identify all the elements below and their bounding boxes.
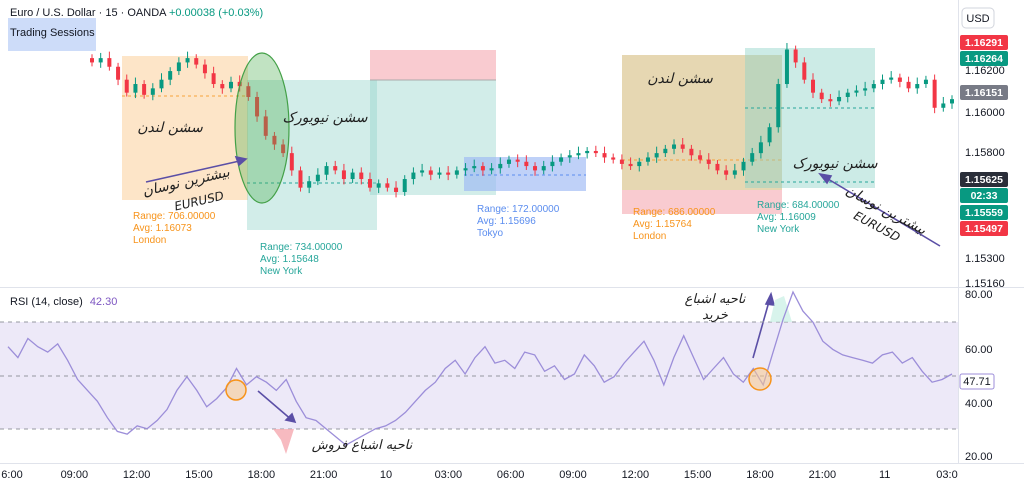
rsi-circle-1 xyxy=(226,380,246,400)
svg-text:1.16264: 1.16264 xyxy=(965,53,1003,65)
rsi-oversold-fill xyxy=(273,429,294,454)
annotation-oversold: ناحیه اشباع فروش xyxy=(312,438,413,453)
time-tick: 18:00 xyxy=(248,469,276,481)
time-tick: 15:00 xyxy=(185,469,213,481)
annotation-london-2: سشن لندن xyxy=(647,71,713,87)
price-badge: 1.15497 xyxy=(960,221,1008,236)
svg-text:1.16151: 1.16151 xyxy=(965,87,1003,99)
rsi-legend[interactable]: RSI (14, close) 42.30 xyxy=(10,296,117,308)
annotation-london-1: سشن لندن xyxy=(137,120,203,136)
svg-text:1.15625: 1.15625 xyxy=(965,174,1003,186)
svg-text:1.16291: 1.16291 xyxy=(965,37,1003,49)
svg-text:40.00: 40.00 xyxy=(965,398,993,410)
svg-text:1.16000: 1.16000 xyxy=(965,107,1005,119)
price-badge: 1.16264 xyxy=(960,51,1008,66)
time-tick: 21:00 xyxy=(310,469,338,481)
price-badge: 1.16291 xyxy=(960,35,1008,50)
rsi-band xyxy=(0,322,958,429)
time-tick: 21:00 xyxy=(809,469,837,481)
arrow-4-head xyxy=(766,294,774,305)
annotation-newyork-1: سشن نیویورک xyxy=(282,110,367,126)
annotation-newyork-2: سشن نیویورک xyxy=(792,156,877,172)
london-box-pre xyxy=(370,50,496,80)
annotation-overbought-a: ناحیه اشباع xyxy=(685,292,746,307)
time-tick: 11 xyxy=(879,469,890,481)
candle xyxy=(933,75,937,114)
svg-text:1.15300: 1.15300 xyxy=(965,253,1005,265)
time-tick: 15:00 xyxy=(684,469,712,481)
svg-text:60.00: 60.00 xyxy=(965,344,993,356)
annotation-overbought-b: خرید xyxy=(702,308,729,323)
price-badge: 1.15559 xyxy=(960,205,1008,220)
time-tick: 06:00 xyxy=(497,469,525,481)
volatility-lasso xyxy=(235,53,289,203)
time-tick: 12:00 xyxy=(123,469,151,481)
time-tick: 12:00 xyxy=(622,469,650,481)
rsi-current-badge-text: 47.71 xyxy=(963,376,991,388)
time-axis[interactable]: 6:00 09:00 12:00 15:00 18:00 21:00 10 03:00 06:0… xyxy=(1,469,957,481)
time-tick: 09:00 xyxy=(61,469,89,481)
time-tick: 09:00 xyxy=(559,469,587,481)
svg-text:20.00: 20.00 xyxy=(965,451,993,463)
price-badge: 1.15625 xyxy=(960,172,1008,187)
candle xyxy=(776,79,780,133)
price-badge: 02:33 xyxy=(960,188,1008,203)
time-tick: 03:00 xyxy=(435,469,463,481)
svg-text:1.15800: 1.15800 xyxy=(965,147,1005,159)
rsi-circle-2 xyxy=(749,368,771,390)
time-tick: 18:00 xyxy=(746,469,774,481)
svg-text:1.15559: 1.15559 xyxy=(965,207,1003,219)
indicator-legend[interactable]: Trading Sessions xyxy=(10,27,95,39)
candle xyxy=(785,43,789,88)
symbol-legend[interactable]: Euro / U.S. Dollar · 15 · OANDA +0.00038… xyxy=(10,7,263,19)
time-tick: 10 xyxy=(380,469,392,481)
svg-text:80.00: 80.00 xyxy=(965,289,993,301)
time-tick: 6:00 xyxy=(1,469,22,481)
price-badge: 1.16151 xyxy=(960,85,1008,100)
time-tick: 03:0 xyxy=(936,469,957,481)
svg-text:02:33: 02:33 xyxy=(971,190,998,202)
svg-text:1.16200: 1.16200 xyxy=(965,65,1005,77)
currency-label[interactable]: USD xyxy=(966,13,989,25)
price-badges: 1.16291 1.16264 1.16151 1.15625 02:33 1.15559… xyxy=(960,35,1008,236)
svg-text:1.15497: 1.15497 xyxy=(965,223,1003,235)
